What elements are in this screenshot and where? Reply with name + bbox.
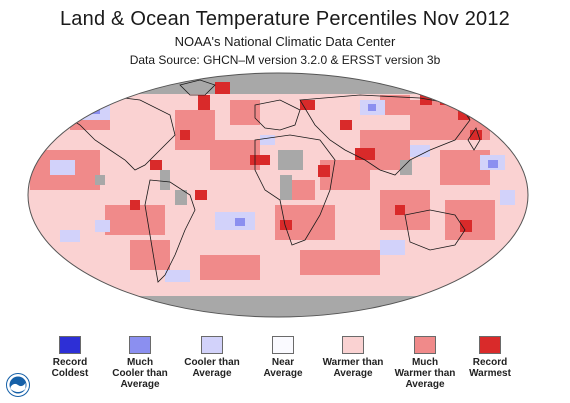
japan-outline (467, 127, 481, 151)
legend-item: Record Coldest (30, 336, 110, 379)
legend-swatch (59, 336, 81, 354)
asia-outline (299, 94, 471, 176)
legend-label: Much Warmer than Average (394, 357, 456, 390)
coastlines (59, 79, 481, 283)
data-source: Data Source: GHCN–M version 3.2.0 & ERSS… (129, 53, 441, 67)
north-america-outline (59, 94, 176, 171)
legend-item: Much Warmer than Average (385, 336, 465, 390)
legend-swatch (342, 336, 364, 354)
greenland-outline (179, 79, 216, 96)
legend-label: Record Warmest (469, 357, 511, 379)
legend-swatch (272, 336, 294, 354)
africa-outline (254, 134, 336, 246)
legend-item: Warmer than Average (313, 336, 393, 379)
noaa-logo-icon (6, 373, 30, 397)
legend-swatch (201, 336, 223, 354)
legend-label: Near Average (263, 357, 303, 379)
legend-item: Much Cooler than Average (100, 336, 180, 390)
legend-item: Record Warmest (450, 336, 530, 379)
legend-item: Cooler than Average (172, 336, 252, 379)
map-subtitle: NOAA's National Climatic Data Center (174, 34, 396, 49)
legend-swatch (414, 336, 436, 354)
map-title: Land & Ocean Temperature Percentiles Nov… (59, 8, 510, 30)
legend-swatch (479, 336, 501, 354)
temperature-grid (28, 73, 528, 317)
legend-label: Record Coldest (51, 357, 89, 379)
land-no-data (95, 150, 412, 205)
globe-border (27, 72, 529, 318)
legend-label: Warmer than Average (322, 357, 384, 379)
legend-item: Near Average (243, 336, 323, 379)
arctic-no-data (28, 73, 528, 94)
south-america-outline (144, 179, 196, 283)
europe-outline (254, 99, 301, 131)
legend-label: Much Cooler than Average (112, 357, 168, 390)
legend-label: Cooler than Average (184, 357, 240, 379)
australia-outline (404, 209, 466, 251)
antarctic-no-data (28, 296, 528, 317)
legend-swatch (129, 336, 151, 354)
